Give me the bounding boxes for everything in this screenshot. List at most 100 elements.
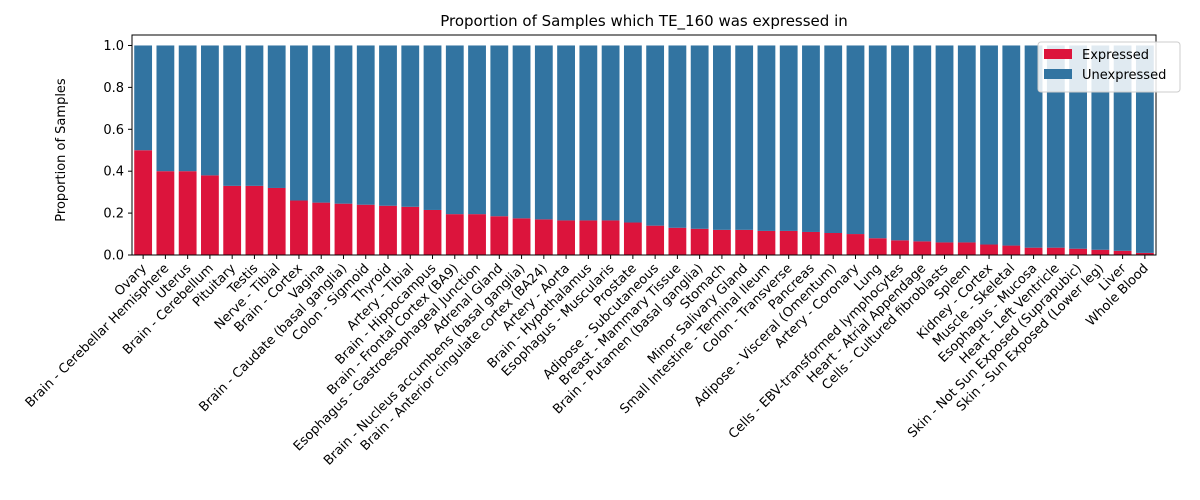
- bar-expressed-34: [891, 240, 909, 255]
- bar-unexpressed-3: [201, 45, 219, 176]
- bar-unexpressed-11: [379, 45, 397, 206]
- bar-expressed-11: [379, 205, 397, 255]
- bar-unexpressed-31: [824, 45, 843, 234]
- bar-unexpressed-36: [935, 45, 954, 243]
- bar-unexpressed-43: [1091, 45, 1110, 250]
- bar-unexpressed-0: [134, 45, 153, 151]
- y-tick-label: 0.2: [103, 207, 124, 222]
- bar-expressed-20: [579, 220, 598, 255]
- y-tick-label: 1.0: [103, 39, 124, 54]
- bar-expressed-36: [935, 242, 954, 255]
- legend: Expressed Unexpressed: [1037, 41, 1181, 93]
- bar-unexpressed-18: [534, 45, 553, 220]
- y-axis-title: Proportion of Samples: [54, 78, 69, 222]
- y-tick-label: 0.0: [103, 249, 124, 264]
- bar-unexpressed-17: [512, 45, 531, 219]
- bar-expressed-37: [957, 242, 976, 255]
- bar-unexpressed-28: [757, 45, 776, 231]
- bar-unexpressed-19: [557, 45, 575, 221]
- bar-unexpressed-23: [646, 45, 665, 226]
- bar-unexpressed-21: [601, 45, 620, 221]
- bar-expressed-44: [1113, 250, 1132, 255]
- bar-unexpressed-29: [779, 45, 798, 231]
- y-tick-label: 0.6: [103, 123, 124, 138]
- bar-expressed-3: [201, 175, 219, 255]
- bar-unexpressed-30: [802, 45, 820, 232]
- bar-expressed-38: [980, 244, 998, 255]
- bar-unexpressed-24: [668, 45, 687, 228]
- bar-unexpressed-14: [445, 45, 464, 215]
- bar-unexpressed-41: [1046, 45, 1065, 248]
- bar-unexpressed-12: [401, 45, 420, 207]
- bar-expressed-33: [868, 238, 887, 255]
- bar-expressed-42: [1069, 248, 1087, 255]
- bar-expressed-45: [1135, 252, 1154, 255]
- bar-unexpressed-38: [980, 45, 998, 245]
- y-tick-label: 0.4: [103, 165, 124, 180]
- bar-expressed-15: [468, 214, 486, 255]
- bar-expressed-4: [223, 185, 242, 255]
- bar-unexpressed-39: [1002, 45, 1021, 246]
- bar-unexpressed-16: [490, 45, 509, 217]
- bar-unexpressed-5: [245, 45, 264, 186]
- bar-expressed-8: [312, 202, 331, 255]
- legend-label-unexpressed: Unexpressed: [1082, 68, 1166, 83]
- bar-unexpressed-7: [290, 45, 308, 201]
- bar-expressed-14: [445, 214, 464, 255]
- bar-expressed-21: [601, 220, 620, 255]
- bar-unexpressed-1: [156, 45, 175, 172]
- bar-unexpressed-42: [1069, 45, 1087, 249]
- bar-unexpressed-13: [423, 45, 442, 210]
- bar-unexpressed-34: [891, 45, 909, 241]
- y-tick-label: 0.8: [103, 81, 124, 96]
- bar-expressed-1: [156, 171, 175, 255]
- bar-expressed-13: [423, 209, 442, 255]
- bar-unexpressed-2: [178, 45, 197, 172]
- legend-swatch-expressed: [1044, 49, 1072, 59]
- bar-expressed-43: [1091, 249, 1110, 255]
- bar-unexpressed-35: [913, 45, 932, 242]
- bar-expressed-40: [1024, 247, 1043, 255]
- bar-expressed-0: [134, 150, 153, 255]
- legend-box: [1037, 41, 1181, 93]
- bar-expressed-10: [356, 204, 375, 255]
- bar-unexpressed-32: [846, 45, 865, 235]
- bar-expressed-23: [646, 225, 665, 255]
- bar-expressed-24: [668, 227, 687, 255]
- bar-expressed-27: [735, 229, 754, 255]
- bar-expressed-26: [713, 229, 731, 255]
- bar-unexpressed-4: [223, 45, 242, 186]
- bar-expressed-12: [401, 206, 420, 255]
- bar-expressed-9: [334, 203, 353, 255]
- bar-unexpressed-9: [334, 45, 353, 204]
- legend-label-expressed: Expressed: [1082, 48, 1149, 63]
- bar-expressed-2: [178, 171, 197, 255]
- bar-expressed-32: [846, 234, 865, 255]
- bar-expressed-41: [1046, 247, 1065, 255]
- bar-unexpressed-26: [713, 45, 731, 230]
- bar-expressed-29: [779, 230, 798, 255]
- bar-expressed-25: [690, 228, 709, 255]
- chart-title: Proportion of Samples which TE_160 was e…: [440, 12, 848, 31]
- bar-expressed-6: [267, 187, 286, 255]
- bar-expressed-18: [534, 219, 553, 255]
- bar-unexpressed-22: [623, 45, 642, 223]
- bar-unexpressed-15: [468, 45, 486, 215]
- bar-expressed-22: [623, 222, 642, 255]
- bar-expressed-39: [1002, 245, 1021, 255]
- bar-unexpressed-44: [1113, 45, 1132, 251]
- legend-swatch-unexpressed: [1044, 69, 1072, 79]
- bars-layer: [134, 45, 1154, 255]
- bar-expressed-19: [557, 220, 575, 255]
- bar-unexpressed-37: [957, 45, 976, 243]
- bar-expressed-5: [245, 185, 264, 255]
- bar-unexpressed-10: [356, 45, 375, 205]
- bar-expressed-31: [824, 233, 843, 255]
- bar-unexpressed-8: [312, 45, 331, 203]
- bar-expressed-28: [757, 230, 776, 255]
- bar-unexpressed-20: [579, 45, 598, 221]
- bar-unexpressed-27: [735, 45, 754, 230]
- bar-expressed-16: [490, 216, 509, 255]
